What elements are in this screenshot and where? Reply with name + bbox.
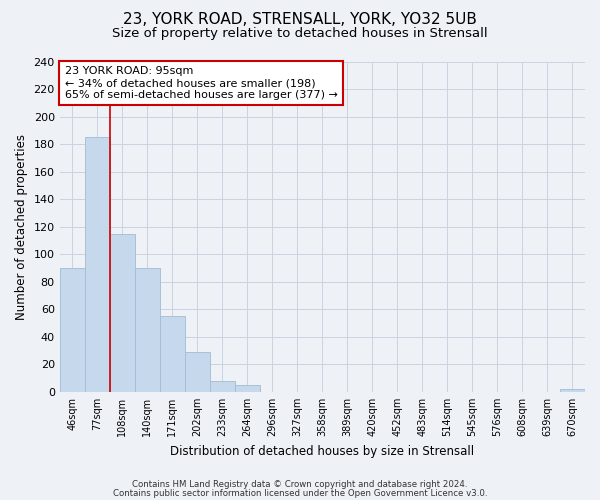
- Text: 23, YORK ROAD, STRENSALL, YORK, YO32 5UB: 23, YORK ROAD, STRENSALL, YORK, YO32 5UB: [123, 12, 477, 28]
- Bar: [110, 234, 135, 392]
- Text: Size of property relative to detached houses in Strensall: Size of property relative to detached ho…: [112, 28, 488, 40]
- Bar: [560, 389, 585, 392]
- Bar: [160, 316, 185, 392]
- Text: 23 YORK ROAD: 95sqm
← 34% of detached houses are smaller (198)
65% of semi-detac: 23 YORK ROAD: 95sqm ← 34% of detached ho…: [65, 66, 338, 100]
- X-axis label: Distribution of detached houses by size in Strensall: Distribution of detached houses by size …: [170, 444, 475, 458]
- Bar: [135, 268, 160, 392]
- Text: Contains HM Land Registry data © Crown copyright and database right 2024.: Contains HM Land Registry data © Crown c…: [132, 480, 468, 489]
- Bar: [185, 352, 210, 392]
- Text: Contains public sector information licensed under the Open Government Licence v3: Contains public sector information licen…: [113, 488, 487, 498]
- Y-axis label: Number of detached properties: Number of detached properties: [15, 134, 28, 320]
- Bar: [235, 385, 260, 392]
- Bar: [59, 268, 85, 392]
- Bar: [210, 381, 235, 392]
- Bar: [85, 137, 110, 392]
